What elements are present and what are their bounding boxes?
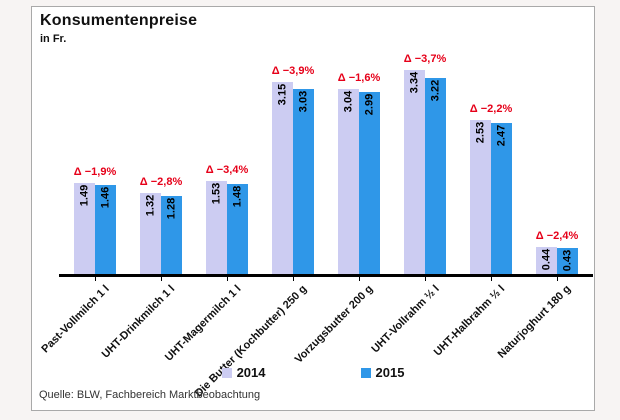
legend-label-2014: 2014: [236, 365, 266, 380]
bar-value-2015: 3.22: [429, 79, 441, 102]
chart-subtitle: in Fr.: [40, 33, 67, 45]
bar-2014: [470, 120, 491, 274]
category-label: Naturjoghurt 180 g: [495, 283, 574, 361]
bar-2015: [95, 185, 116, 274]
source-note: Quelle: BLW, Fachbereich Marktbeobachtun…: [39, 389, 261, 401]
delta-label: Δ −1,9%: [73, 166, 117, 178]
plot-area: 1.49 1.46 Δ −1,9% Past-Vollmilch 1 l 1.32 1.2…: [32, 7, 594, 410]
x-axis-line: [59, 274, 593, 277]
bar-value-2014: 1.49: [78, 184, 90, 207]
bar-2014: [272, 82, 293, 274]
category-label: Die Butter (Kochbutter) 250 g: [192, 283, 310, 400]
bar-value-2014: 0.44: [540, 248, 552, 271]
bar-value-2015: 3.03: [297, 90, 309, 113]
bar-value-2014: 3.04: [342, 90, 354, 113]
axis-tick: [359, 277, 360, 281]
bar-value-2015: 1.28: [165, 197, 177, 220]
bar-2014: [206, 181, 227, 274]
legend-swatch-2014-icon: [221, 367, 232, 378]
bar-2014: [74, 183, 95, 274]
category-label: UHT-Halbrahm ½ l: [432, 283, 508, 359]
bar-value-2014: 1.32: [144, 194, 156, 217]
delta-label: Δ −3,9%: [271, 65, 315, 77]
bar-2015: [293, 89, 314, 274]
bar-2015: [227, 184, 248, 274]
delta-label: Δ −1,6%: [337, 72, 381, 84]
delta-label: Δ −3,4%: [205, 164, 249, 176]
legend-label-2015: 2015: [375, 365, 405, 380]
axis-tick: [95, 277, 96, 281]
bar-value-2014: 1.53: [210, 182, 222, 205]
axis-tick: [425, 277, 426, 281]
delta-label: Δ −3,7%: [403, 53, 447, 65]
delta-label: Δ −2,2%: [469, 103, 513, 115]
legend: 2014 2015: [32, 365, 594, 380]
bar-2014: [404, 70, 425, 274]
bar-2014: [140, 193, 161, 274]
bar-value-2015: 1.48: [231, 185, 243, 208]
legend-item-2014: 2014: [221, 365, 266, 380]
category-label: Past-Vollmilch 1 l: [39, 283, 112, 356]
bar-value-2014: 2.53: [474, 121, 486, 144]
bar-2014: [536, 247, 557, 274]
legend-swatch-2015-icon: [360, 367, 371, 378]
bar-value-2014: 3.15: [276, 83, 288, 106]
bar-value-2015: 2.47: [495, 124, 507, 147]
legend-item-2015: 2015: [360, 365, 405, 380]
category-label: UHT-Vollrahm ½ l: [369, 283, 442, 356]
bar-2015: [161, 196, 182, 274]
bar-2015: [491, 123, 512, 274]
bar-2015: [359, 92, 380, 274]
axis-tick: [293, 277, 294, 281]
axis-tick: [491, 277, 492, 281]
bar-value-2014: 3.34: [408, 71, 420, 94]
bar-value-2015: 1.46: [99, 186, 111, 209]
axis-tick: [557, 277, 558, 281]
delta-label: Δ −2,8%: [139, 176, 183, 188]
bar-value-2015: 0.43: [561, 249, 573, 272]
delta-label: Δ −2,4%: [535, 230, 579, 242]
axis-tick: [161, 277, 162, 281]
category-label: UHT-Drinkmilch 1 l: [99, 283, 178, 361]
bar-2014: [338, 89, 359, 274]
axis-tick: [227, 277, 228, 281]
chart-title: Konsumentenpreise: [40, 12, 198, 29]
bar-value-2015: 2.99: [363, 93, 375, 116]
bar-2015: [425, 78, 446, 274]
chart-frame: Konsumentenpreise in Fr. 1.49 1.46 Δ −1,9%…: [31, 6, 595, 411]
bar-2015: [557, 248, 578, 274]
